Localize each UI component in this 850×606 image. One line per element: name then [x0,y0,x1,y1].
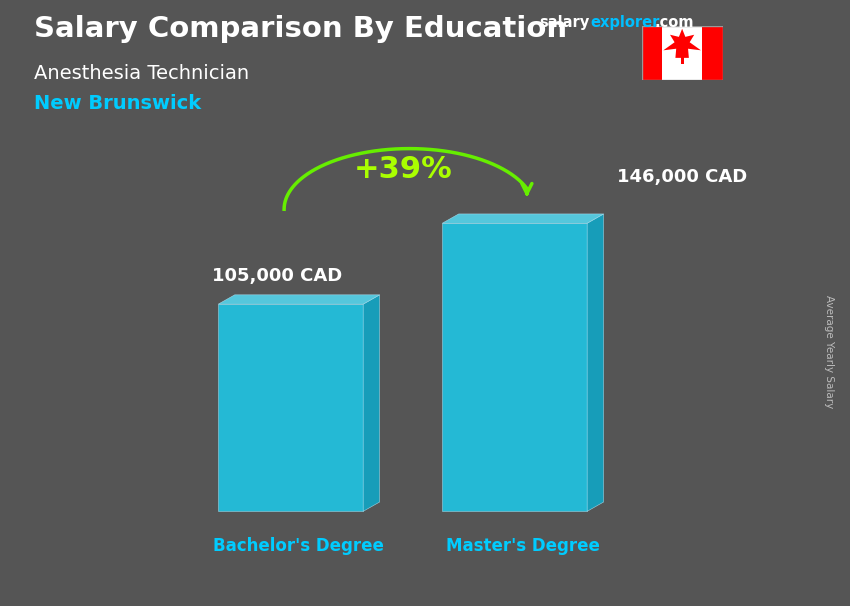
Text: Master's Degree: Master's Degree [446,537,600,555]
Polygon shape [663,29,701,58]
Text: Anesthesia Technician: Anesthesia Technician [34,64,249,82]
Text: .com: .com [654,15,694,30]
Polygon shape [442,223,587,511]
Text: +39%: +39% [354,155,452,184]
Text: explorer: explorer [591,15,660,30]
Polygon shape [218,304,363,511]
Polygon shape [587,214,603,511]
Polygon shape [363,295,380,511]
Text: 105,000 CAD: 105,000 CAD [212,267,342,285]
Text: New Brunswick: New Brunswick [34,94,201,113]
Text: Salary Comparison By Education: Salary Comparison By Education [34,15,567,43]
Bar [681,58,683,64]
Polygon shape [442,214,604,223]
Text: salary: salary [540,15,590,30]
Text: 146,000 CAD: 146,000 CAD [617,168,747,186]
Bar [662,26,702,80]
Text: Bachelor's Degree: Bachelor's Degree [213,537,384,555]
Bar [642,26,662,80]
Polygon shape [218,295,380,304]
Text: Average Yearly Salary: Average Yearly Salary [824,295,834,408]
Bar [702,26,722,80]
